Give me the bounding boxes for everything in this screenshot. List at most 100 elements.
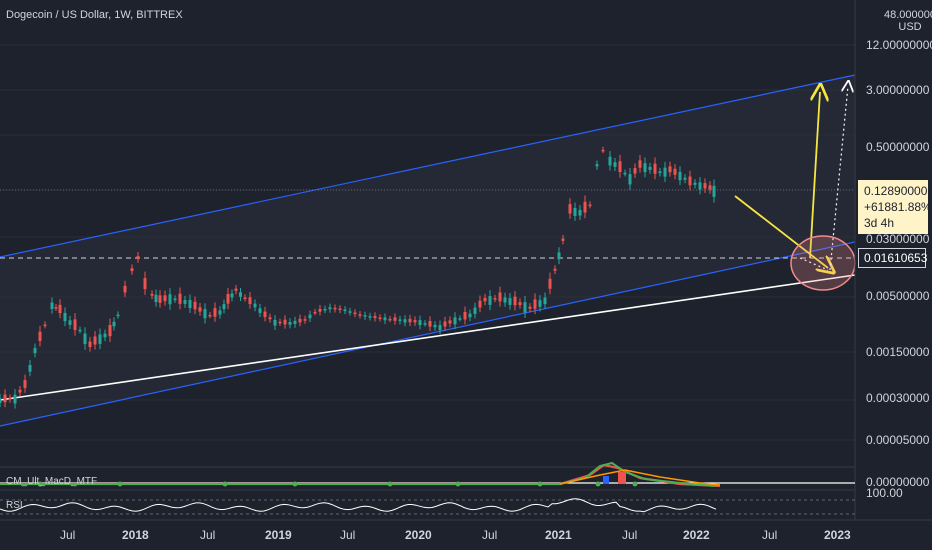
candle-body: [268, 317, 272, 320]
candle-body: [273, 319, 277, 326]
time-axis[interactable]: Jul 2018 Jul 2019 Jul 2020 Jul 2021 Jul …: [60, 528, 851, 542]
candle-body: [288, 321, 292, 325]
price-axis-label: 3.00000000: [866, 83, 930, 97]
candle-body: [573, 208, 577, 216]
candle-body: [668, 166, 672, 173]
candle-body: [518, 302, 522, 306]
candle-body: [443, 321, 447, 327]
candle-body: [648, 166, 652, 170]
candle-body: [188, 299, 192, 309]
price-axis-label: 0.00005000: [866, 433, 930, 447]
yellow-arrow-down[interactable]: [734, 195, 828, 268]
candle-body: [239, 292, 242, 297]
price-axis[interactable]: 12.00000000 3.00000000 0.50000000 0.0300…: [866, 38, 932, 500]
candle-body: [543, 297, 547, 305]
candle-body: [78, 329, 82, 332]
candle-body: [168, 294, 172, 305]
white-dotted-arrow-down[interactable]: [799, 257, 829, 271]
candle-body: [8, 397, 12, 400]
candle-body: [693, 182, 697, 185]
candlestick-series: [0, 146, 716, 409]
rsi-indicator-label[interactable]: RSI: [6, 500, 23, 511]
support-trend-line[interactable]: [0, 274, 856, 401]
macd-cross-dot: [455, 481, 461, 487]
yellow-arrow-up[interactable]: [809, 92, 820, 259]
candle-body: [353, 312, 357, 315]
macd-indicator-label[interactable]: CM_Ult_MacD_MTF: [6, 476, 98, 487]
rsi-pane[interactable]: [0, 489, 855, 515]
candle-body: [328, 307, 332, 310]
candle-body: [653, 163, 657, 174]
candle-body: [318, 308, 322, 312]
candle-body: [683, 177, 687, 180]
candle-body: [403, 319, 407, 323]
candle-body: [413, 320, 417, 323]
target-zone-circle[interactable]: [790, 235, 856, 291]
candle-body: [408, 318, 412, 323]
candle-body: [136, 256, 140, 260]
candle-body: [218, 310, 222, 315]
rsi-axis-value: 100.00: [866, 486, 903, 500]
macd-blue-bar: [603, 476, 609, 484]
candle-body: [68, 320, 72, 325]
chart-title: Dogecoin / US Dollar, 1W, BITTREX: [6, 9, 183, 21]
current-price-tag[interactable]: 0.12890000 +61881.88% 3d 4h: [858, 180, 932, 234]
candle-body: [478, 300, 482, 308]
time-axis-label: Jul: [762, 528, 777, 542]
white-dotted-arrow-up[interactable]: [829, 86, 848, 271]
candle-body: [633, 168, 637, 174]
candle-body: [528, 306, 532, 309]
channel-upper-line[interactable]: [0, 74, 856, 258]
candle-body: [483, 297, 487, 302]
candle-body: [628, 174, 632, 185]
candle-body: [23, 380, 27, 388]
candle-body: [313, 311, 317, 314]
macd-pane[interactable]: [0, 461, 855, 488]
candle-body: [561, 238, 565, 241]
candle-body: [63, 312, 67, 322]
candle-body: [130, 268, 134, 272]
candle-body: [208, 314, 212, 317]
candle-body: [298, 318, 302, 323]
candle-body: [248, 297, 252, 305]
candle-body: [398, 319, 402, 322]
macd-cross-dot: [37, 481, 43, 487]
candle-body: [393, 317, 397, 321]
candle-body: [303, 319, 307, 321]
candle-body: [663, 167, 667, 177]
candle-body: [3, 394, 7, 403]
candle-body: [493, 298, 497, 300]
candle-body: [348, 311, 352, 313]
candle-body: [83, 333, 87, 345]
candle-body: [0, 398, 2, 403]
candle-body: [143, 278, 147, 290]
candle-body: [533, 299, 537, 309]
candle-body: [18, 389, 22, 393]
level-price-tag[interactable]: 0.01610653: [858, 248, 927, 268]
candle-body: [258, 308, 262, 313]
time-axis-label: Jul: [60, 528, 75, 542]
currency-top-value: 48.000000: [884, 9, 932, 21]
time-axis-label: 2018: [122, 528, 149, 542]
candle-body: [673, 168, 677, 175]
candle-body: [508, 298, 512, 305]
candle-body: [538, 300, 542, 307]
candle-body: [28, 365, 32, 372]
candle-body: [88, 341, 92, 348]
time-axis-label: Jul: [482, 528, 497, 542]
candle-body: [116, 314, 120, 317]
channel-lower-line[interactable]: [0, 241, 856, 427]
candle-body: [553, 268, 557, 271]
time-axis-label: 2023: [824, 528, 851, 542]
candle-body: [333, 307, 337, 310]
candle-body: [253, 303, 257, 308]
macd-cross-dot: [387, 481, 393, 487]
candle-body: [418, 320, 422, 326]
candle-body: [423, 323, 427, 325]
candle-body: [283, 319, 287, 325]
candle-body: [73, 319, 77, 330]
candle-body: [358, 314, 362, 316]
candle-body: [263, 311, 267, 318]
